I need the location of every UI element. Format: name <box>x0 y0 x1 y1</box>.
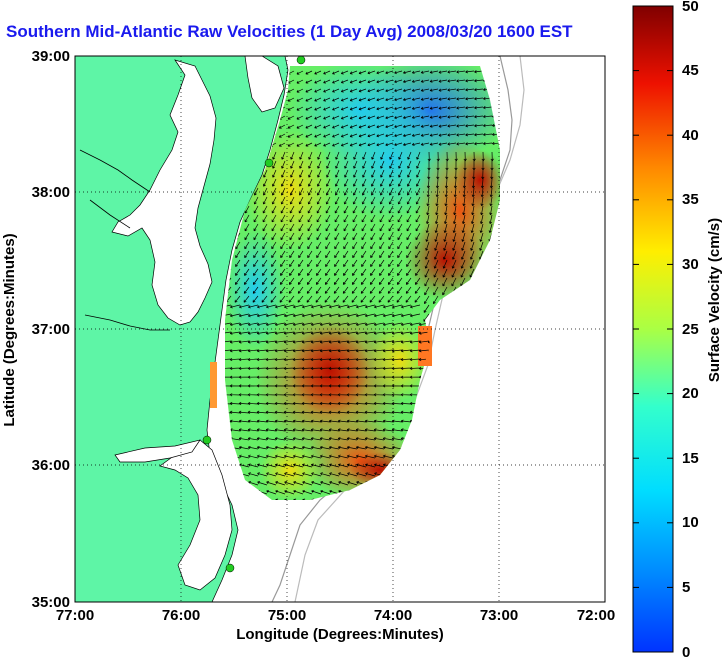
land-mass <box>75 56 289 602</box>
x-axis: 77:00 76:00 75:00 74:00 73:00 72:00 Long… <box>56 607 615 643</box>
y-tick-label: 37:00 <box>32 321 70 338</box>
colorbar: 50 45 40 35 30 25 20 15 10 5 0 Surface V… <box>632 0 723 659</box>
x-tick-label: 76:00 <box>162 607 200 624</box>
delaware-bay <box>244 56 285 113</box>
y-tick-label: 39:00 <box>32 48 70 65</box>
station-marker <box>202 435 212 445</box>
colorbar-tick-label: 5 <box>682 579 690 596</box>
x-tick-label: 75:00 <box>268 607 306 624</box>
potomac-river <box>79 149 151 193</box>
station-marker <box>225 563 235 573</box>
x-tick-label: 74:00 <box>374 607 412 624</box>
map-title-text: Southern Mid-Atlantic Raw Velocities (1 … <box>6 22 573 41</box>
albemarle-sound <box>114 439 201 463</box>
velocity-color-patch <box>210 362 217 408</box>
colorbar-ticks <box>633 5 673 653</box>
colorbar-tick-label: 25 <box>682 321 699 338</box>
colorbar-tick-label: 15 <box>682 450 699 467</box>
colorbar-tick-label: 10 <box>682 514 699 531</box>
x-tick-label: 73:00 <box>480 607 518 624</box>
james-river <box>84 314 170 331</box>
station-marker <box>296 56 306 65</box>
colorbar-tick-label: 20 <box>682 385 699 402</box>
colorbar-tick-label: 45 <box>682 62 699 79</box>
y-tick-label: 36:00 <box>32 457 70 474</box>
colorbar-tick-label: 0 <box>682 644 690 659</box>
y-tick-label: 38:00 <box>32 184 70 201</box>
y-axis: 39:00 38:00 37:00 36:00 35:00 Latitude (… <box>1 48 70 611</box>
rappahannock-river <box>89 199 131 229</box>
map-title: Southern Mid-Atlantic Raw Velocities (1 … <box>6 22 573 42</box>
x-axis-label: Longitude (Degrees:Minutes) <box>236 626 444 643</box>
colorbar-tick-label: 50 <box>682 0 699 15</box>
y-tick-label: 35:00 <box>32 594 70 611</box>
colorbar-tick-label: 40 <box>682 127 699 144</box>
velocity-color-patch <box>418 326 432 366</box>
station-marker <box>264 158 274 168</box>
chesapeake-bay <box>111 59 217 326</box>
y-axis-label: Latitude (Degrees:Minutes) <box>1 233 18 426</box>
colorbar-tick-label: 35 <box>682 191 699 208</box>
map-grid <box>75 56 605 602</box>
map-plot-area <box>75 56 605 602</box>
x-tick-label: 72:00 <box>577 607 615 624</box>
x-tick-label: 77:00 <box>56 607 94 624</box>
pamlico-sound <box>159 439 233 591</box>
colorbar-gradient <box>632 5 674 653</box>
colorbar-label: Surface Velocity (cm/s) <box>706 218 723 382</box>
bathymetry-line <box>294 56 525 602</box>
map-frame <box>74 55 606 603</box>
colorbar-tick-label: 30 <box>682 256 699 273</box>
